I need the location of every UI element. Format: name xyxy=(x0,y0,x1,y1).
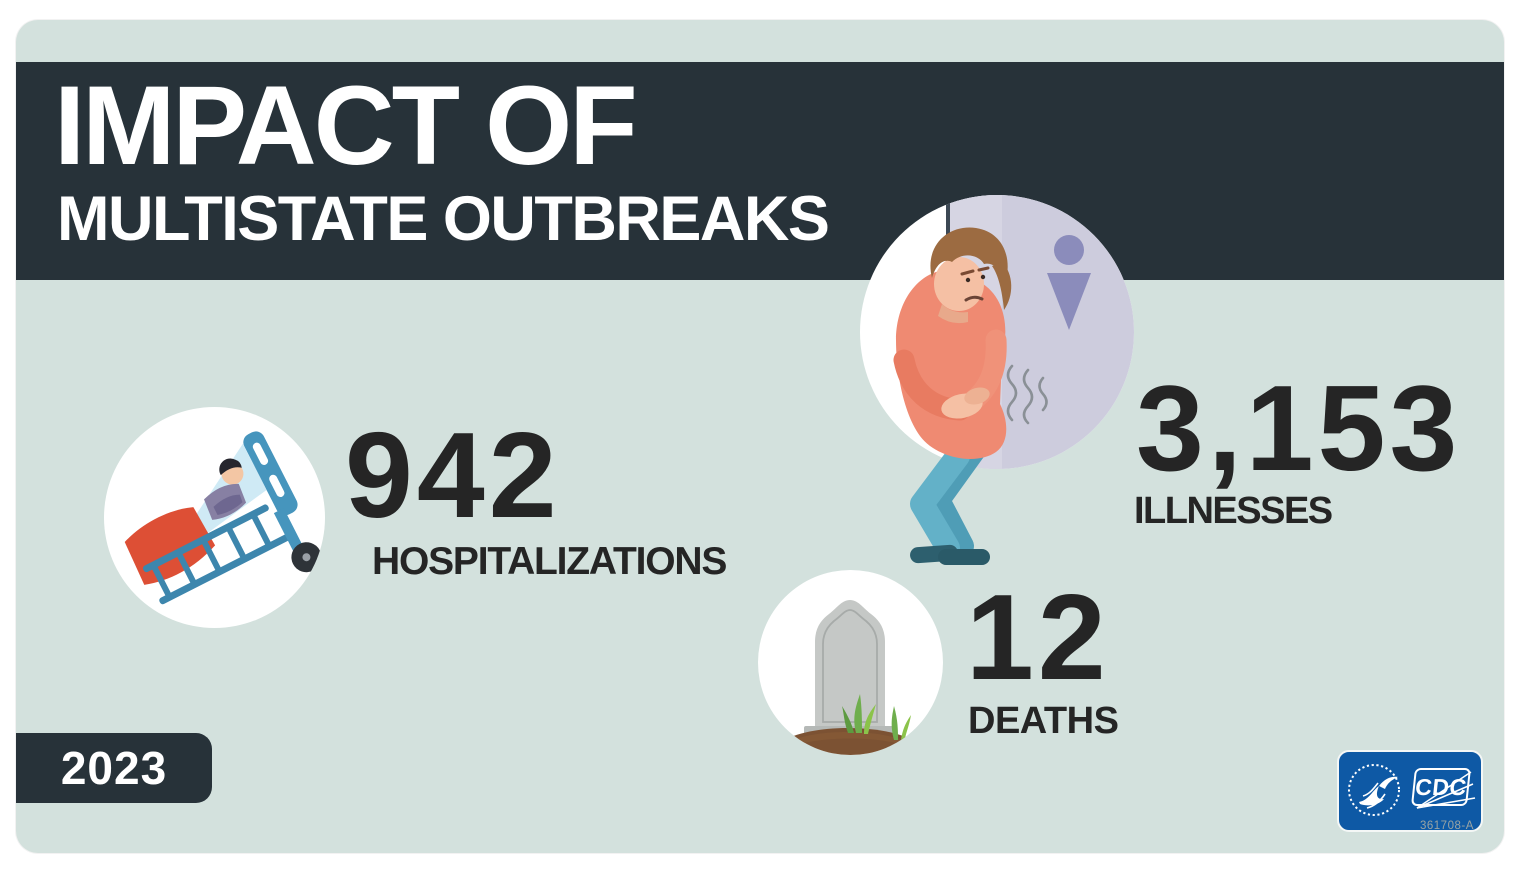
cdc-logo: CDC xyxy=(1337,750,1483,832)
illnesses-label: ILLNESSES xyxy=(1134,490,1333,532)
hospitalizations-value: 942 xyxy=(345,407,561,543)
restroom-sign-icon xyxy=(1047,235,1091,330)
illnesses-value: 3,153 xyxy=(1136,360,1462,496)
cdc-wordmark-box: CDC xyxy=(1411,768,1471,806)
sick-person-icon xyxy=(893,227,1048,565)
deaths-label: DEATHS xyxy=(968,700,1119,742)
deaths-value: 12 xyxy=(966,569,1110,705)
page-title: IMPACT OF xyxy=(54,63,638,188)
header-band: IMPACT OF MULTISTATE OUTBREAKS xyxy=(16,62,1504,280)
document-number: 361708-A xyxy=(1420,820,1474,832)
year-badge: 2023 xyxy=(16,733,212,803)
page-subtitle: MULTISTATE OUTBREAKS xyxy=(57,184,830,254)
year-badge-label: 2023 xyxy=(60,742,168,794)
hospitalizations-label: HOSPITALIZATIONS xyxy=(372,540,727,583)
hhs-eagle-icon xyxy=(1348,764,1476,816)
tombstone-icon xyxy=(782,600,918,755)
cdc-wordmark: CDC xyxy=(1414,773,1469,800)
infographic-card: IMPACT OF MULTISTATE OUTBREAKS xyxy=(16,20,1504,853)
deaths-circle xyxy=(758,570,943,755)
hospital-bed-icon xyxy=(124,431,322,605)
hospitalization-circle xyxy=(104,407,325,628)
